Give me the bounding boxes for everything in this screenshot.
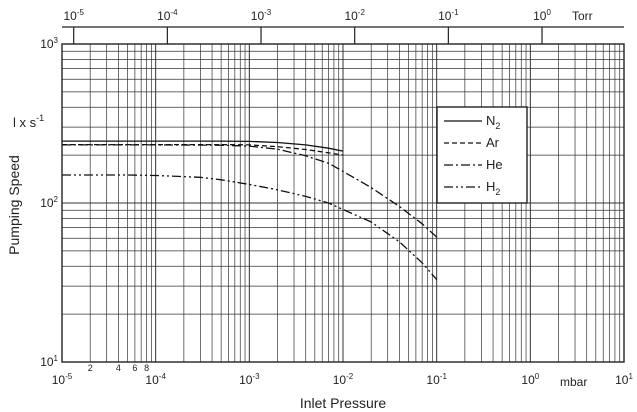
x-tick-base: 10 bbox=[521, 373, 535, 387]
top-tick-base: 10 bbox=[533, 9, 547, 23]
legend-entry: H2 bbox=[486, 179, 500, 197]
x-tick-label: 10-3 bbox=[239, 372, 260, 387]
y-tick-label: 103 bbox=[40, 36, 58, 51]
x-tick-base: 10 bbox=[426, 373, 440, 387]
top-tick-exp: 0 bbox=[546, 8, 551, 17]
y-tick-label: 102 bbox=[40, 195, 58, 210]
x-unit-bottom: mbar bbox=[560, 375, 587, 389]
legend-name-sub: 2 bbox=[495, 121, 500, 131]
x-tick-label: 10-4 bbox=[145, 372, 166, 387]
y-tick-exp: 3 bbox=[54, 36, 59, 45]
top-tick-label: 10-5 bbox=[63, 8, 84, 23]
legend-name-sub: 2 bbox=[495, 187, 500, 197]
x-tick-label: 10-5 bbox=[52, 372, 73, 387]
x-minor-tick-label: 8 bbox=[144, 363, 149, 373]
top-tick-exp: -2 bbox=[358, 8, 366, 17]
x-minor-tick-label: 2 bbox=[88, 363, 93, 373]
legend-name: N bbox=[486, 113, 495, 128]
top-tick-label: 10-3 bbox=[251, 8, 272, 23]
top-tick-base: 10 bbox=[157, 9, 171, 23]
top-tick-label: 10-4 bbox=[157, 8, 178, 23]
legend-name: Ar bbox=[486, 135, 500, 150]
x-tick-exp: -2 bbox=[346, 372, 354, 381]
x-tick-base: 10 bbox=[239, 373, 253, 387]
x-tick-base: 10 bbox=[615, 373, 629, 387]
axes-layer bbox=[61, 26, 625, 363]
y-axis-title: Pumping Speed bbox=[6, 155, 22, 255]
x-tick-base: 10 bbox=[145, 373, 159, 387]
x-tick-base: 10 bbox=[333, 373, 347, 387]
legend-entry: He bbox=[486, 157, 503, 172]
top-tick-label: 100 bbox=[533, 8, 551, 23]
legend-name: He bbox=[486, 157, 503, 172]
x-tick-exp: -3 bbox=[252, 372, 260, 381]
y-tick-label: 101 bbox=[40, 354, 58, 369]
x-unit-top: Torr bbox=[572, 9, 593, 23]
series-line-he bbox=[62, 144, 438, 238]
top-tick-base: 10 bbox=[63, 9, 77, 23]
x-tick-label: 101 bbox=[615, 372, 633, 387]
top-tick-base: 10 bbox=[344, 9, 358, 23]
series-layer bbox=[62, 140, 438, 281]
series-line-h2 bbox=[62, 174, 438, 281]
x-minor-tick-label: 4 bbox=[116, 363, 121, 373]
legend-entry: Ar bbox=[486, 135, 500, 150]
y-unit-base: l x s bbox=[13, 115, 37, 130]
series-line-n2 bbox=[62, 140, 344, 152]
x-tick-exp: -5 bbox=[65, 372, 73, 381]
x-minor-tick-label: 6 bbox=[132, 363, 137, 373]
labels-layer: Inlet Pressure mbar Torr Pumping Speed l… bbox=[6, 8, 633, 411]
top-tick-base: 10 bbox=[251, 9, 265, 23]
y-tick-exp: 2 bbox=[54, 195, 59, 204]
x-axis-title: Inlet Pressure bbox=[300, 395, 387, 411]
legend-entry: N2 bbox=[486, 113, 500, 131]
x-tick-exp: -1 bbox=[440, 372, 448, 381]
top-tick-exp: -3 bbox=[264, 8, 272, 17]
y-unit-label: l x s-1 bbox=[13, 113, 44, 130]
top-tick-base: 10 bbox=[438, 9, 452, 23]
top-tick-exp: -1 bbox=[451, 8, 459, 17]
y-tick-base: 10 bbox=[40, 355, 54, 369]
top-tick-label: 10-1 bbox=[438, 8, 459, 23]
y-tick-base: 10 bbox=[40, 196, 54, 210]
x-tick-label: 10-2 bbox=[333, 372, 354, 387]
y-tick-exp: 1 bbox=[54, 354, 59, 363]
x-tick-exp: 0 bbox=[535, 372, 540, 381]
x-tick-exp: -4 bbox=[159, 372, 167, 381]
top-tick-exp: -5 bbox=[77, 8, 85, 17]
x-tick-base: 10 bbox=[52, 373, 66, 387]
x-tick-exp: 1 bbox=[628, 372, 633, 381]
legend-name: H bbox=[486, 179, 495, 194]
y-tick-base: 10 bbox=[40, 37, 54, 51]
plot-frame bbox=[61, 43, 625, 363]
x-tick-label: 10-1 bbox=[426, 372, 447, 387]
x-tick-label: 100 bbox=[521, 372, 539, 387]
y-unit-exp: -1 bbox=[36, 113, 44, 123]
series-line-ar bbox=[62, 143, 344, 156]
top-tick-exp: -4 bbox=[170, 8, 178, 17]
top-tick-label: 10-2 bbox=[344, 8, 365, 23]
grid-layer bbox=[61, 44, 624, 363]
